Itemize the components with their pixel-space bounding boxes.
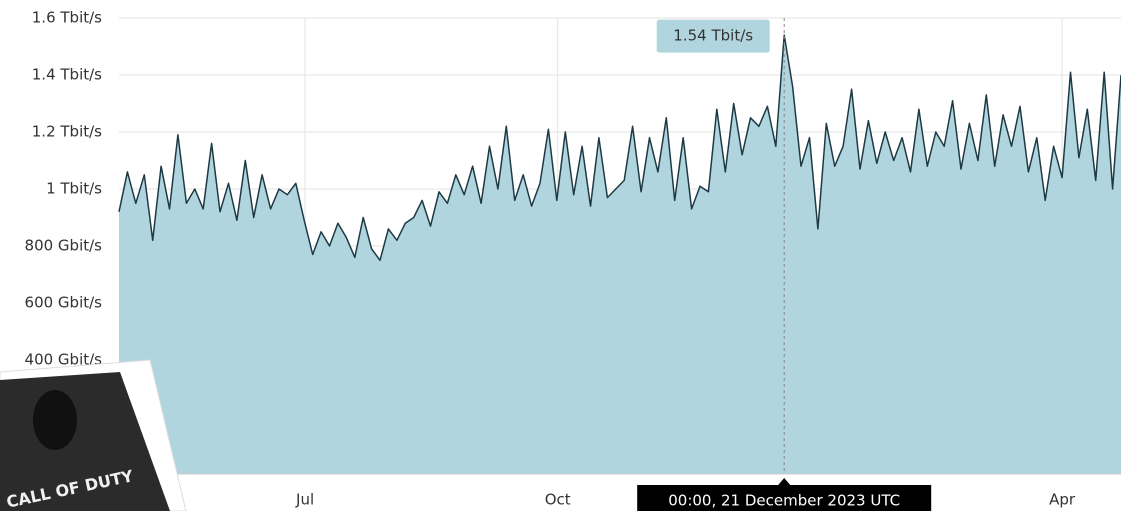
x-tick-label: Apr bbox=[1049, 491, 1076, 509]
area bbox=[119, 35, 1121, 474]
y-tick-label: 1 Tbit/s bbox=[46, 180, 102, 198]
tooltip-date: 00:00, 21 December 2023 UTC bbox=[668, 492, 900, 510]
y-tick-label: 1.2 Tbit/s bbox=[32, 123, 102, 141]
x-tick-label: Jul bbox=[295, 491, 314, 509]
chart: 400 Gbit/s600 Gbit/s800 Gbit/s1 Tbit/s1.… bbox=[0, 0, 1121, 511]
y-tick-label: 800 Gbit/s bbox=[25, 237, 103, 255]
x-tick-label: Oct bbox=[545, 491, 571, 509]
y-tick-label: 600 Gbit/s bbox=[25, 294, 103, 312]
tooltip-value: 1.54 Tbit/s bbox=[673, 27, 753, 45]
page: 400 Gbit/s600 Gbit/s800 Gbit/s1 Tbit/s1.… bbox=[0, 0, 1121, 511]
y-tick-label: 1.4 Tbit/s bbox=[32, 66, 102, 84]
badge-figure bbox=[33, 390, 77, 450]
date-pointer bbox=[778, 478, 790, 485]
y-tick-label: 1.6 Tbit/s bbox=[32, 9, 102, 27]
